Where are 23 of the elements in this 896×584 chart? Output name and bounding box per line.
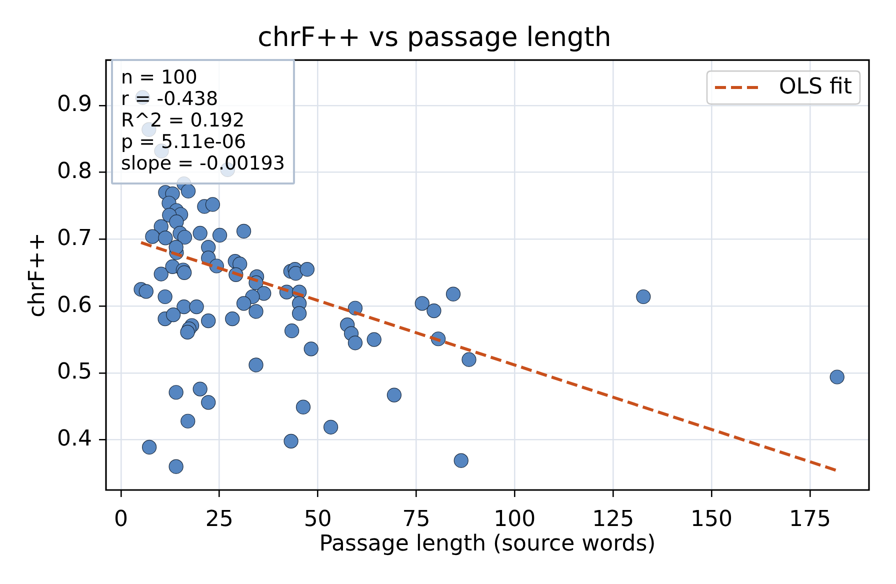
chart-title: chrF++ vs passage length bbox=[258, 22, 612, 53]
y-tick-label: 0.9 bbox=[57, 92, 92, 118]
x-tick-label: 75 bbox=[402, 506, 430, 532]
y-tick-label: 0.4 bbox=[57, 426, 92, 452]
annotation: R^2 = 0.192 bbox=[121, 110, 245, 132]
annotation: p = 5.11e-06 bbox=[121, 131, 246, 154]
legend-label: OLS fit bbox=[778, 74, 852, 100]
x-tick-label: 125 bbox=[592, 506, 634, 532]
annotation: slope = -0.00193 bbox=[121, 152, 285, 175]
x-tick-label: 100 bbox=[494, 506, 536, 532]
y-tick-label: 0.7 bbox=[57, 226, 92, 251]
x-tick-label: 25 bbox=[205, 506, 234, 532]
y-tick-label: 0.6 bbox=[57, 292, 92, 318]
y-tick-label: 0.8 bbox=[57, 159, 92, 184]
annotation: r = -0.438 bbox=[121, 88, 218, 110]
x-tick-label: 150 bbox=[690, 506, 733, 532]
x-axis-title: Passage length (source words) bbox=[319, 532, 656, 557]
annotation: n = 100 bbox=[121, 66, 198, 89]
y-axis-title: chrF++ bbox=[24, 232, 50, 318]
y-tick-label: 0.5 bbox=[57, 360, 92, 385]
x-tick-label: 50 bbox=[304, 506, 332, 532]
x-tick-label: 0 bbox=[114, 506, 128, 532]
x-tick-label: 175 bbox=[788, 506, 831, 532]
